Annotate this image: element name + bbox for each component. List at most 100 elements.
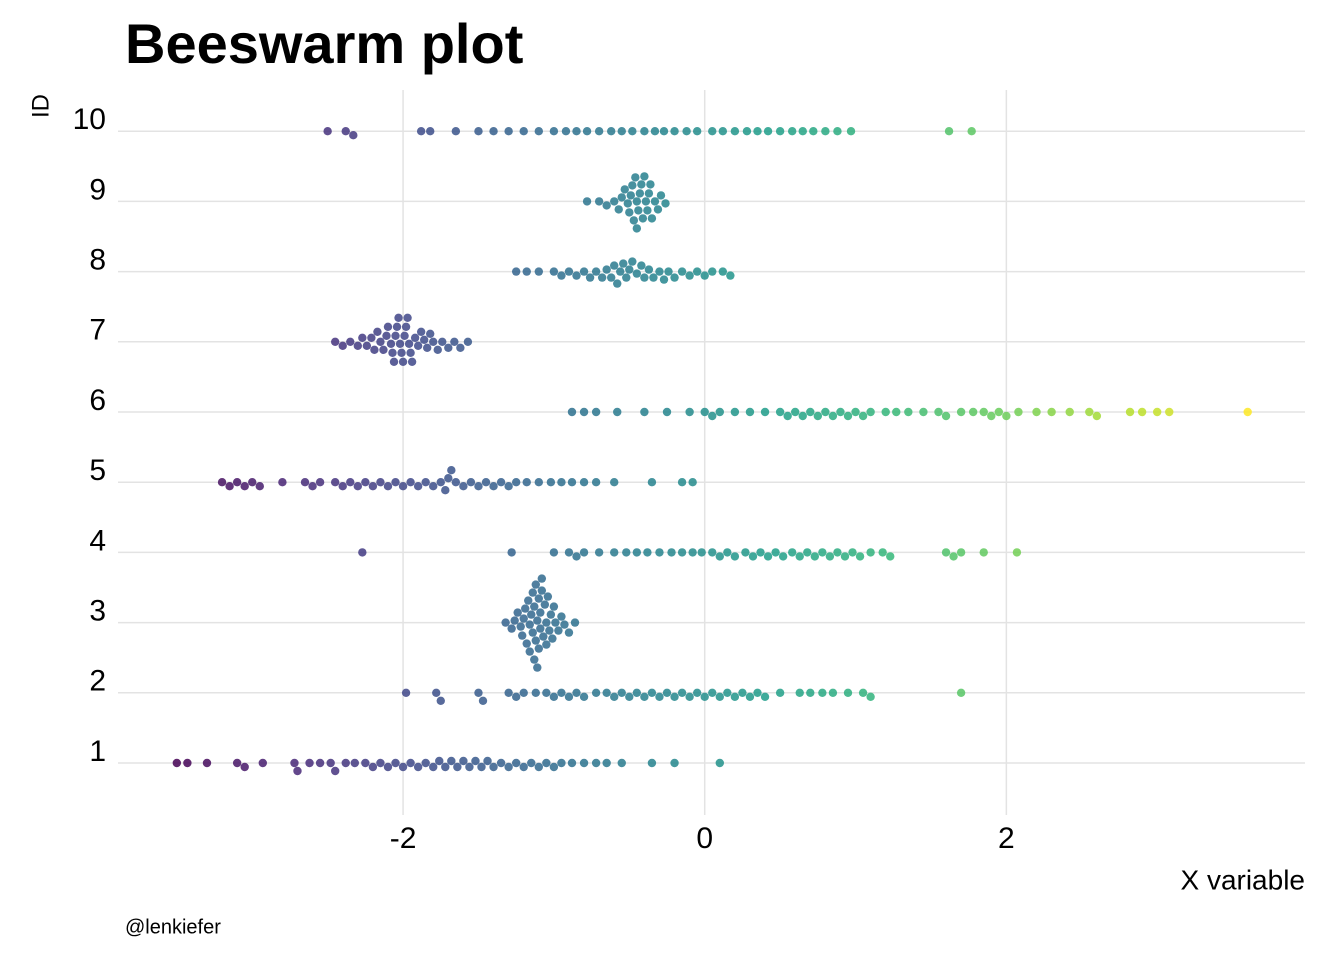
point	[803, 548, 812, 557]
point	[688, 548, 697, 557]
point	[625, 208, 634, 217]
point	[441, 762, 450, 772]
point	[534, 478, 544, 487]
point	[293, 766, 302, 776]
point	[240, 762, 249, 772]
point	[795, 688, 804, 697]
point	[677, 688, 687, 697]
point	[435, 756, 444, 766]
point	[404, 339, 414, 348]
point	[828, 411, 838, 421]
point	[634, 206, 643, 215]
point	[346, 337, 355, 346]
point	[444, 343, 453, 352]
point	[610, 478, 619, 487]
point	[745, 692, 755, 701]
point	[813, 411, 823, 421]
point	[640, 172, 649, 181]
point	[594, 548, 604, 557]
point	[447, 466, 456, 475]
point	[534, 644, 544, 653]
y-tick-label: 9	[89, 173, 106, 206]
point	[542, 640, 551, 649]
point	[582, 127, 592, 136]
point	[397, 348, 406, 357]
point	[956, 688, 966, 697]
point	[638, 214, 648, 223]
point	[379, 345, 388, 354]
point	[519, 127, 528, 136]
point	[524, 596, 533, 605]
point	[521, 604, 530, 613]
point	[516, 622, 525, 631]
point	[338, 482, 347, 491]
point	[501, 618, 510, 627]
point	[677, 267, 687, 276]
point	[613, 407, 622, 417]
point	[934, 407, 943, 417]
point	[530, 602, 539, 611]
point	[546, 610, 556, 619]
point	[667, 548, 676, 557]
point	[649, 273, 658, 282]
point	[572, 271, 581, 280]
point	[400, 331, 409, 340]
point	[353, 482, 363, 491]
point	[1047, 407, 1056, 417]
point	[1165, 407, 1174, 417]
point	[525, 620, 534, 629]
point	[450, 337, 459, 346]
point	[338, 341, 347, 350]
point	[1243, 407, 1252, 417]
point	[330, 766, 340, 776]
point	[866, 692, 875, 701]
point	[429, 482, 438, 491]
point	[655, 548, 664, 557]
point	[504, 127, 513, 136]
y-tick-label: 10	[73, 103, 106, 136]
point	[572, 127, 581, 136]
point	[760, 407, 770, 417]
point	[531, 636, 540, 645]
point	[258, 758, 267, 768]
point	[806, 407, 815, 417]
point	[406, 478, 415, 487]
point	[518, 631, 527, 640]
point	[459, 756, 468, 766]
point	[474, 127, 483, 136]
point	[591, 267, 601, 276]
point	[775, 127, 785, 136]
point	[617, 127, 626, 136]
point	[613, 279, 622, 288]
point	[441, 486, 450, 495]
point	[795, 552, 804, 561]
point	[398, 482, 408, 491]
point	[620, 185, 629, 194]
point	[376, 478, 385, 487]
y-tick-label: 7	[89, 314, 106, 347]
point	[617, 688, 626, 697]
point	[564, 267, 574, 276]
point	[818, 688, 827, 697]
point	[858, 411, 868, 421]
point	[700, 692, 709, 701]
point	[463, 337, 473, 346]
point	[451, 478, 461, 487]
point	[496, 478, 506, 487]
point	[635, 189, 645, 198]
point	[444, 474, 453, 483]
point	[647, 478, 657, 487]
point	[389, 357, 399, 366]
point	[591, 407, 601, 417]
point	[979, 407, 988, 417]
point	[637, 261, 646, 270]
point	[670, 692, 679, 701]
point	[543, 592, 553, 601]
point	[640, 127, 649, 136]
point	[416, 127, 426, 136]
point	[591, 688, 601, 697]
point	[730, 407, 740, 417]
point	[504, 688, 513, 697]
point	[549, 692, 559, 701]
point	[567, 407, 577, 417]
